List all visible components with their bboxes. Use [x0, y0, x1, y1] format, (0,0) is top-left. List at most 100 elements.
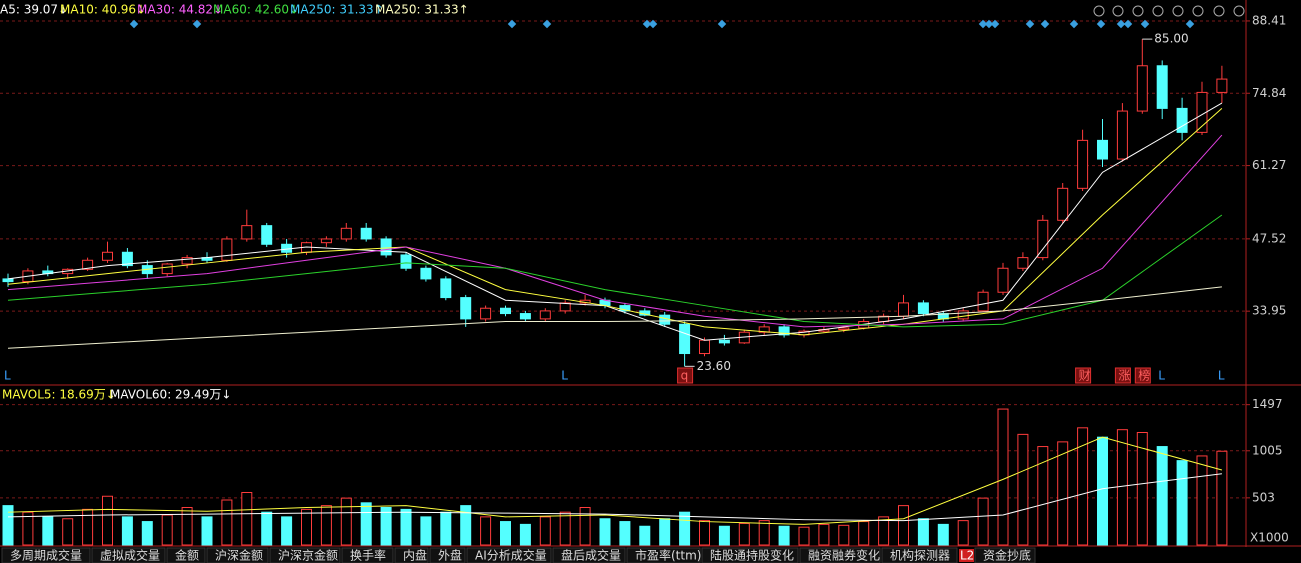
annotation-label: 85.00	[1154, 32, 1188, 46]
toolbar-button[interactable]	[1093, 5, 1105, 17]
tab-label[interactable]: 盘后成交量	[561, 548, 621, 563]
volume-bar	[1037, 446, 1049, 546]
y-tick-label: 74.84	[1252, 86, 1286, 100]
y-tick-label: 61.27	[1252, 158, 1286, 172]
tab-label[interactable]: AI分析成交量	[475, 548, 547, 563]
volume-bar	[917, 518, 929, 546]
tab-label[interactable]: 外盘	[438, 548, 462, 563]
event-marker-label: 榜	[1138, 368, 1150, 383]
candle-body	[898, 302, 909, 317]
volume-bar	[181, 507, 193, 546]
candle-body	[977, 291, 989, 312]
candle-body	[440, 278, 452, 299]
tab-label[interactable]: 金额	[175, 548, 199, 563]
volume-bar	[878, 516, 890, 546]
y-tick-label: 47.52	[1252, 231, 1286, 245]
volume-bar	[380, 507, 392, 546]
volume-bar	[1176, 460, 1188, 546]
candle-body	[181, 257, 193, 265]
tab[interactable]	[701, 547, 799, 563]
volume-bar	[659, 518, 671, 546]
tab[interactable]	[626, 547, 701, 563]
tab-label[interactable]: 陆股通持股变化	[710, 548, 794, 563]
indicator-legend: MA10: 40.96↓	[60, 3, 146, 17]
tab-badge	[959, 549, 974, 562]
candle-body	[480, 307, 492, 320]
candle-body	[1116, 110, 1128, 160]
candle-body	[340, 227, 352, 240]
moving-average-line	[7, 286, 1222, 349]
volume-bar	[1216, 450, 1228, 546]
tab-label[interactable]: 沪深京金额	[278, 548, 338, 563]
candle-body	[102, 251, 113, 261]
candle-body	[957, 310, 969, 320]
moving-average-line	[7, 473, 1222, 522]
tab-label[interactable]: 资金抄底	[983, 548, 1031, 563]
candle-body	[778, 326, 790, 336]
tab[interactable]	[91, 547, 166, 563]
toolbar-button[interactable]	[1112, 5, 1124, 17]
volume-bar	[898, 505, 909, 546]
indicator-legend: MAVOL60: 29.49万↓	[110, 388, 231, 402]
y-tick-label: 1497	[1252, 397, 1283, 411]
candle-body	[559, 302, 571, 312]
toolbar-button[interactable]	[1233, 5, 1245, 17]
candle-body	[539, 310, 551, 320]
candle-body	[699, 339, 710, 355]
candle-body	[241, 225, 253, 240]
candle-body	[619, 305, 631, 312]
tab[interactable]	[799, 547, 881, 563]
candle-body	[519, 313, 531, 320]
tab-label[interactable]: 内盘	[403, 548, 427, 563]
volume-bar	[480, 516, 492, 546]
tab[interactable]	[429, 547, 466, 563]
volume-bar	[500, 521, 511, 546]
moving-average-line	[7, 436, 1223, 525]
toolbar-button[interactable]	[1152, 5, 1164, 17]
toolbar-button[interactable]	[1192, 5, 1204, 17]
tab[interactable]	[974, 547, 1036, 563]
candle-body	[360, 227, 372, 240]
volume-bar	[599, 518, 611, 546]
tab-label[interactable]: 机构探测器	[890, 548, 950, 563]
candle-body	[380, 238, 392, 256]
tab[interactable]	[166, 547, 206, 563]
candle-body	[500, 307, 511, 315]
indicator-legend: A5: 39.07↓	[0, 3, 68, 17]
volume-bar	[718, 525, 730, 546]
volume-bar	[102, 495, 113, 546]
indicator-legend: MA30: 44.82↓	[137, 3, 223, 17]
tab-label[interactable]: 市盈率(ttm)	[635, 548, 701, 563]
y-tick-label: 1005	[1252, 443, 1283, 457]
indicator-legend: MA250: 31.33↑	[375, 3, 469, 17]
toolbar-button[interactable]	[1172, 5, 1184, 17]
tab-label[interactable]: 多周期成交量	[10, 548, 82, 563]
tab[interactable]	[394, 547, 429, 563]
y-tick-label: 503	[1252, 490, 1275, 504]
volume-bar	[301, 508, 312, 546]
tab-label[interactable]: 沪深金额	[215, 548, 263, 563]
tab[interactable]	[552, 547, 626, 563]
candle-body	[1017, 257, 1029, 269]
moving-average-line	[7, 134, 1223, 328]
toolbar-button[interactable]	[1213, 5, 1225, 17]
tab[interactable]	[269, 547, 341, 563]
tab[interactable]	[881, 547, 958, 563]
tab[interactable]	[341, 547, 394, 563]
volume-bar	[281, 516, 293, 546]
tab-label[interactable]: 换手率	[350, 548, 386, 563]
marker-badge	[1075, 367, 1092, 384]
candle-body	[1136, 65, 1148, 112]
tab[interactable]	[206, 547, 269, 563]
volume-bar	[460, 505, 472, 546]
volume-bar	[838, 524, 850, 546]
toolbar-button[interactable]	[1132, 5, 1144, 17]
tab[interactable]	[466, 547, 552, 563]
tab[interactable]	[1, 547, 91, 563]
volume-bar	[778, 525, 790, 546]
tab-label[interactable]: 虚拟成交量	[100, 548, 160, 563]
indicator-legend: MA250: 31.33↑	[290, 3, 384, 17]
tab-label[interactable]: 融资融券变化	[808, 548, 880, 563]
indicator-legend: MA60: 42.60↓	[213, 3, 299, 17]
